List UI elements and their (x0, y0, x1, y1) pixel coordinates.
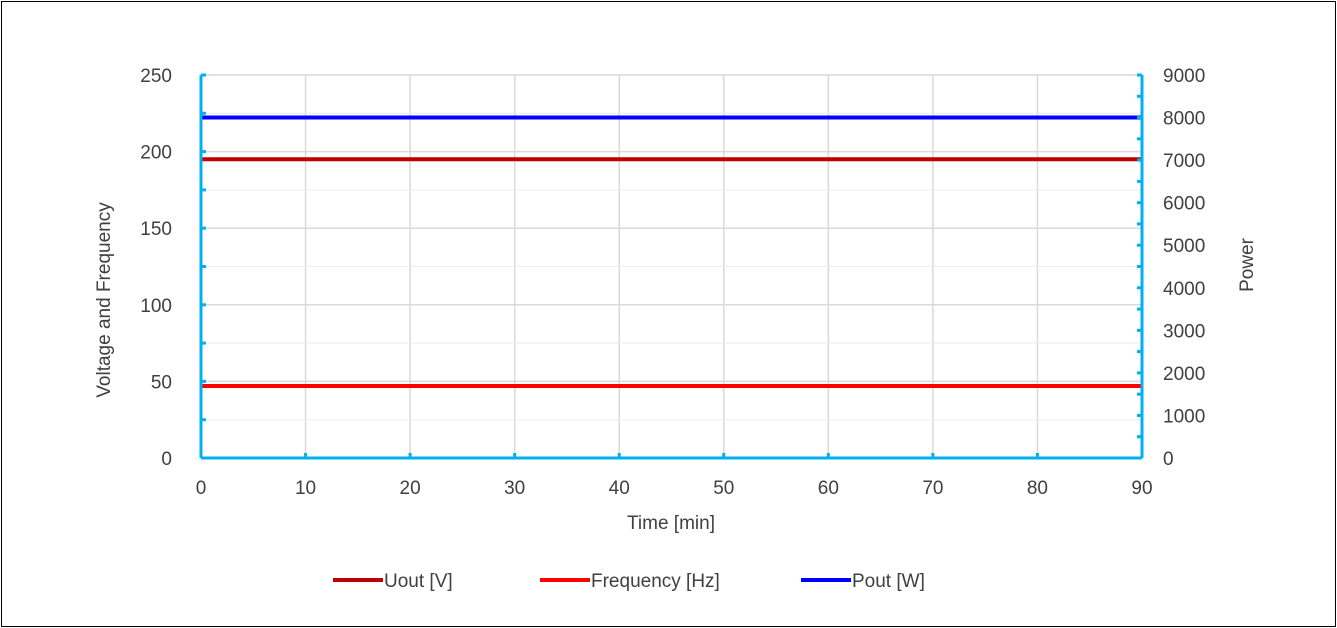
x-tick-label: 80 (1027, 478, 1048, 499)
grid (200, 74, 1143, 459)
x-tick-label: 40 (609, 478, 630, 499)
x-tick-label: 90 (1131, 478, 1152, 499)
legend: Uout [V] Frequency [Hz] Pout [W] (333, 571, 925, 592)
y-axis-label: Voltage and Frequency (94, 202, 115, 398)
x-tick-label: 10 (295, 478, 316, 499)
legend-label: Frequency [Hz] (591, 571, 720, 592)
x-tick-label: 60 (818, 478, 839, 499)
y2-tick-label: 6000 (1163, 194, 1205, 215)
x-axis-label: Time [min] (627, 513, 715, 534)
y2-tick-label: 5000 (1163, 236, 1205, 257)
x-tick-label: 70 (922, 478, 943, 499)
series-lines (201, 115, 1142, 388)
y-tick-label: 0 (161, 449, 172, 470)
y-tick-label: 250 (140, 66, 172, 87)
x-tick-label: 50 (713, 478, 734, 499)
x-tick-label: 20 (400, 478, 421, 499)
y2-tick-label: 4000 (1163, 279, 1205, 300)
x-tick-label: 0 (196, 478, 207, 499)
y-tick-label: 50 (151, 372, 172, 393)
tick-labels: 0 10 20 30 40 50 60 70 80 90 0 50 100 150 200 250 0 1000 2… (140, 66, 1205, 499)
y2-tick-label: 7000 (1163, 151, 1205, 172)
y2-tick-label: 8000 (1163, 109, 1205, 130)
y2-axis-label: Power (1237, 237, 1258, 292)
legend-label: Pout [W] (852, 571, 925, 592)
x-tick-label: 30 (504, 478, 525, 499)
y-tick-label: 100 (140, 296, 172, 317)
y2-tick-label: 1000 (1163, 406, 1205, 427)
y2-tick-label: 2000 (1163, 364, 1205, 385)
y2-tick-label: 9000 (1163, 66, 1205, 87)
y-tick-label: 200 (140, 143, 172, 164)
y2-tick-label: 0 (1163, 449, 1174, 470)
y-tick-label: 150 (140, 219, 172, 240)
y2-tick-label: 3000 (1163, 321, 1205, 342)
axes (199, 73, 1144, 460)
legend-label: Uout [V] (384, 571, 453, 592)
